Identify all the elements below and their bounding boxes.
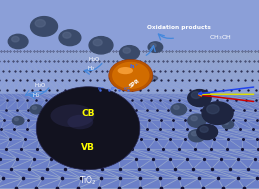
Circle shape [30,105,42,114]
Circle shape [189,130,205,142]
Circle shape [12,36,19,42]
Circle shape [205,104,220,115]
Ellipse shape [67,115,93,129]
Text: e$^-$: e$^-$ [123,86,131,93]
Text: CH$_3$OH: CH$_3$OH [208,33,232,42]
Circle shape [191,116,197,121]
Circle shape [63,32,71,38]
Circle shape [208,106,213,109]
Text: H$_2$: H$_2$ [32,91,40,100]
Text: e$^-$: e$^-$ [97,86,105,93]
Circle shape [148,42,163,52]
Circle shape [222,120,234,129]
Circle shape [197,125,218,139]
Circle shape [15,118,18,121]
Text: VB: VB [81,143,95,152]
Circle shape [32,106,37,109]
Circle shape [89,37,113,54]
Text: H$_2$O: H$_2$O [34,81,46,90]
Circle shape [191,92,201,98]
Ellipse shape [109,74,157,83]
Circle shape [59,30,81,46]
Circle shape [120,46,139,60]
Text: CB: CB [81,109,95,118]
Bar [0,94,259,189]
Circle shape [151,43,156,47]
Text: SPR: SPR [128,77,141,88]
Circle shape [123,48,131,53]
Circle shape [202,102,233,125]
Circle shape [8,34,28,49]
Ellipse shape [51,104,95,127]
Circle shape [112,62,149,89]
Text: TiO$_2$: TiO$_2$ [79,175,97,187]
Text: H$_2$: H$_2$ [87,64,95,73]
Ellipse shape [36,87,140,170]
Text: h$^+$: h$^+$ [130,63,140,71]
Ellipse shape [118,67,133,74]
Circle shape [31,17,57,36]
Circle shape [35,19,45,27]
Circle shape [174,105,179,109]
Text: Oxidation products: Oxidation products [147,25,211,30]
Circle shape [12,117,24,125]
Circle shape [93,39,102,46]
Circle shape [207,105,219,114]
Circle shape [200,126,208,132]
Circle shape [171,104,186,115]
Circle shape [191,132,197,136]
Circle shape [188,114,206,127]
Text: e$^-$: e$^-$ [110,86,118,93]
Circle shape [224,122,228,125]
Text: H$_2$O: H$_2$O [88,55,101,64]
Circle shape [48,114,52,117]
Bar [0,0,259,94]
Circle shape [109,59,153,91]
Circle shape [47,113,57,121]
Circle shape [188,90,211,107]
